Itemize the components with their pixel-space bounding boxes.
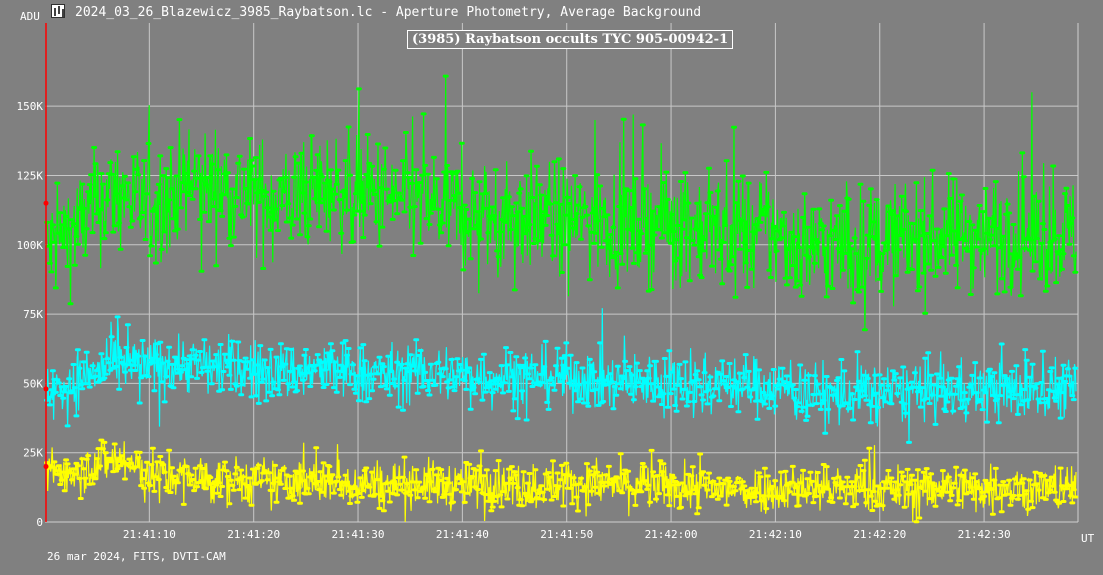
series-layer: [44, 74, 1079, 524]
y-tick-label: 0: [36, 516, 43, 529]
cursor-marker: [43, 464, 49, 470]
axis-layer: 0 25K 50K 75K 100K 125K 150K 21:41:10 21:41:20 21…: [17, 10, 1095, 545]
window-title: 2024_03_26_Blazewicz_3985_Raybatson.lc -…: [75, 5, 702, 20]
x-tick-label: 21:41:50: [540, 528, 593, 541]
series-2: [44, 438, 1079, 524]
cursor-marker: [43, 386, 49, 392]
chart-title: (3985) Raybatson occults TYC 905-00942-1: [407, 30, 734, 49]
y-tick-label: 125K: [17, 169, 44, 182]
x-tick-label: 21:41:20: [227, 528, 280, 541]
cursor-layer: [43, 23, 49, 522]
series-line: [46, 76, 1077, 330]
series-points: [44, 315, 1079, 444]
series-0: [44, 74, 1079, 332]
series-points: [44, 74, 1079, 332]
x-axis-label: UT: [1081, 532, 1095, 545]
x-tick-label: 21:42:20: [853, 528, 906, 541]
y-axis-label: ADU: [20, 10, 40, 23]
lightcurve-app-icon[interactable]: [51, 4, 65, 18]
series-line: [46, 440, 1077, 523]
x-tick-label: 21:41:30: [332, 528, 385, 541]
x-tick-label: 21:42:30: [958, 528, 1011, 541]
y-tick-label: 75K: [23, 308, 43, 321]
x-tick-label: 21:41:40: [436, 528, 489, 541]
y-tick-label: 50K: [23, 377, 43, 390]
y-tick-label: 150K: [17, 100, 44, 113]
x-tick-label: 21:42:10: [749, 528, 802, 541]
cursor-marker: [43, 200, 49, 206]
x-tick-label: 21:41:10: [123, 528, 176, 541]
title-bar: 2024_03_26_Blazewicz_3985_Raybatson.lc -…: [0, 0, 1103, 24]
y-tick-label: 25K: [23, 447, 43, 460]
x-tick-label: 21:42:00: [645, 528, 698, 541]
y-tick-label: 100K: [17, 239, 44, 252]
footer-info: 26 mar 2024, FITS, DVTI-CAM: [47, 550, 226, 563]
series-1: [44, 308, 1079, 444]
series-points: [44, 438, 1079, 524]
